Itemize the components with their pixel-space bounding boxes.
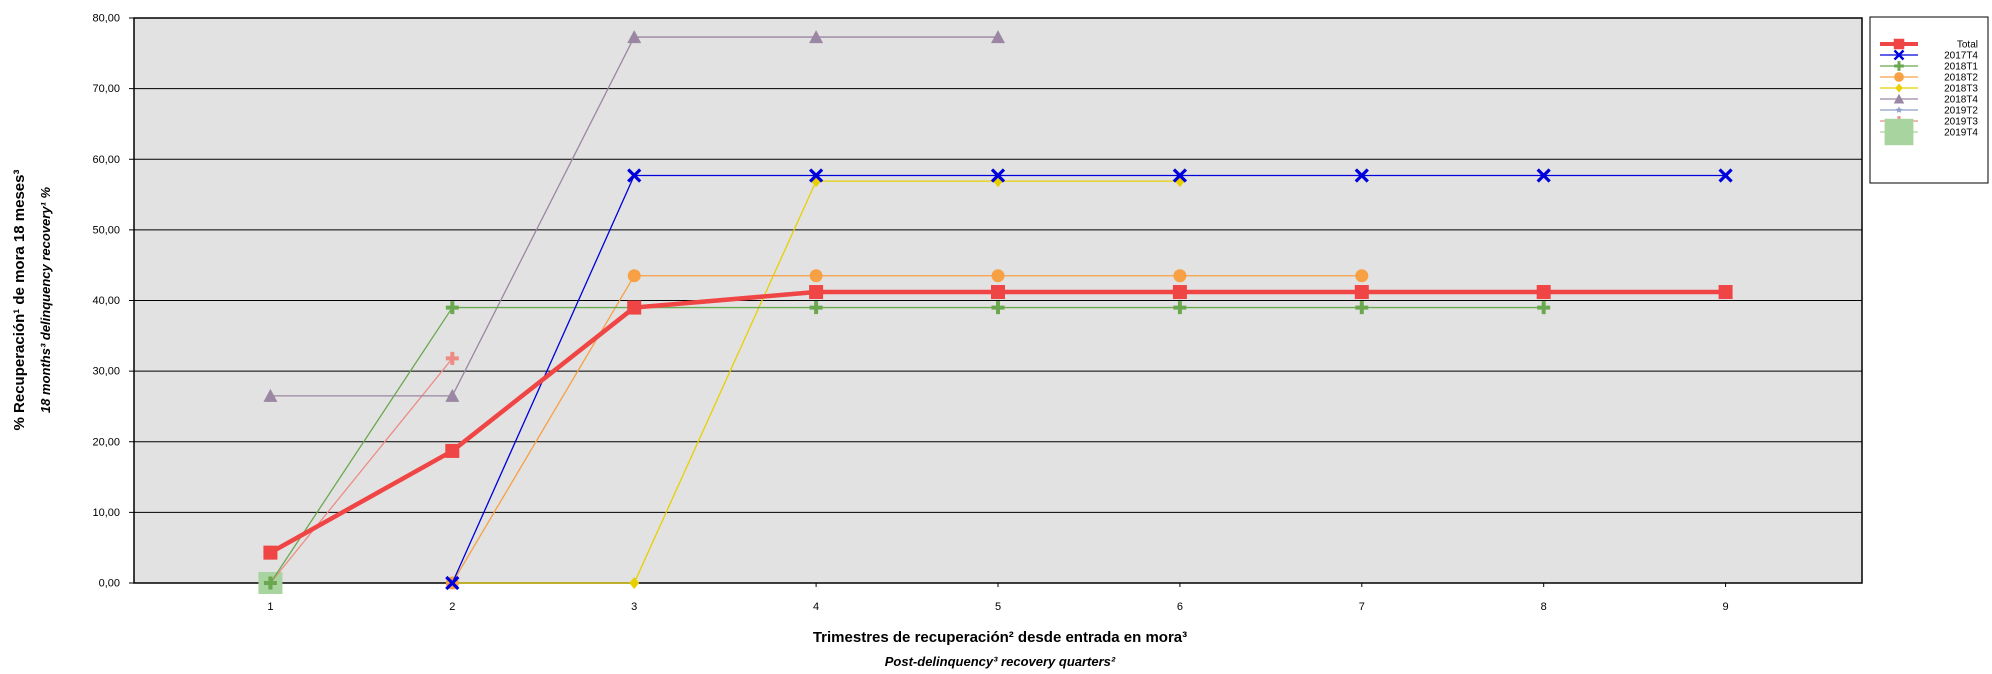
data-point <box>1173 269 1187 283</box>
data-point <box>1884 118 1914 146</box>
data-point <box>445 575 460 591</box>
data-point <box>1893 38 1905 50</box>
legend-item: Total <box>1880 38 1978 51</box>
y-tick-label: 80,00 <box>92 13 120 25</box>
x-axis-subtitle: Post-delinquency³ recovery quarters² <box>885 654 1116 669</box>
y-tick-label: 40,00 <box>92 295 120 307</box>
data-point <box>1895 83 1903 93</box>
data-point <box>1893 93 1905 104</box>
data-point <box>809 285 824 300</box>
data-point <box>1718 285 1733 300</box>
x-tick-labels: 1 2 3 4 5 6 7 8 9 <box>267 583 1729 613</box>
legend-item: 2018T3 <box>1880 83 1978 95</box>
legend-item: 2018T1 <box>1880 61 1978 73</box>
y-tick-label: 0,00 <box>99 578 120 590</box>
series-layer <box>258 30 1733 594</box>
data-point <box>1894 61 1904 71</box>
data-point <box>627 300 642 315</box>
data-point <box>445 443 460 458</box>
x-tick-label: 7 <box>1359 601 1365 613</box>
y-tick-label: 60,00 <box>92 154 120 166</box>
x-tick-label: 9 <box>1723 601 1729 613</box>
data-point <box>1537 301 1551 315</box>
data-point <box>445 351 459 365</box>
series-2017T4 <box>445 168 1733 591</box>
y-tick-labels: 0,00 10,00 20,00 30,00 40,00 50,00 60,00 70,00 8… <box>92 13 120 590</box>
y-axis-subtitle: 18 months³ delinquency recovery¹ % <box>38 186 53 413</box>
data-point <box>991 301 1005 315</box>
data-point <box>1718 168 1733 183</box>
legend-item: 2019T2 <box>1880 106 1978 117</box>
y-tick-label: 70,00 <box>92 83 120 95</box>
data-point <box>990 168 1006 183</box>
data-point <box>991 30 1005 44</box>
legend-item: 2018T4 <box>1880 93 1978 106</box>
legend-label: Total <box>1957 40 1978 51</box>
data-point <box>263 576 277 590</box>
data-point <box>627 168 642 183</box>
x-tick-label: 4 <box>813 601 819 613</box>
series-2018T2 <box>445 269 1369 590</box>
data-point <box>263 545 278 560</box>
legend-item: 2018T2 <box>1880 72 1978 84</box>
x-tick-label: 5 <box>995 601 1001 613</box>
data-point <box>1172 168 1188 183</box>
legend-label: 2019T4 <box>1944 128 1978 139</box>
x-tick-label: 1 <box>267 601 273 613</box>
data-point <box>1355 301 1369 315</box>
legend-label: 2018T3 <box>1944 84 1978 95</box>
data-point <box>1354 285 1369 300</box>
series-line <box>269 306 1544 584</box>
data-point <box>445 301 459 315</box>
data-point <box>1172 285 1187 300</box>
x-tick-label: 3 <box>631 601 637 613</box>
data-point <box>445 388 460 402</box>
x-tick-label: 2 <box>449 601 455 613</box>
data-point <box>1894 72 1904 82</box>
data-point <box>1536 285 1551 300</box>
legend-label: 2018T1 <box>1944 62 1978 73</box>
x-tick-label: 6 <box>1177 601 1183 613</box>
legend-item: 2019T4 <box>1880 118 1978 146</box>
y-tick-label: 10,00 <box>92 507 120 519</box>
data-point <box>1893 49 1905 61</box>
series-2018T4 <box>263 30 1005 402</box>
data-point <box>1895 106 1903 114</box>
data-point <box>263 388 278 402</box>
legend-label: 2018T4 <box>1944 95 1978 106</box>
y-axis-title: % Recuperación¹ de mora 18 meses³ <box>11 170 28 431</box>
data-point <box>809 30 824 44</box>
y-tick-label: 30,00 <box>92 366 120 378</box>
data-point <box>808 168 824 183</box>
data-point <box>1173 301 1187 315</box>
data-point <box>1355 269 1369 283</box>
data-point <box>991 285 1005 300</box>
legend-label: 2018T2 <box>1944 73 1978 84</box>
x-tick-label: 8 <box>1541 601 1547 613</box>
data-point <box>629 577 640 589</box>
y-tick-label: 50,00 <box>92 224 120 236</box>
legend: Total2017T42018T12018T22018T32018T42019T… <box>1880 38 1978 146</box>
y-tick-label: 20,00 <box>92 436 120 448</box>
series-Total <box>263 285 1733 560</box>
data-point <box>627 30 642 44</box>
data-point <box>809 269 823 283</box>
data-point <box>991 269 1005 283</box>
series-line <box>451 174 1726 584</box>
legend-label: 2017T4 <box>1944 51 1978 62</box>
series-line <box>451 275 1362 584</box>
data-point <box>627 269 641 283</box>
legend-label: 2019T3 <box>1944 117 1978 128</box>
x-axis-title: Trimestres de recuperación² desde entrad… <box>813 629 1187 646</box>
legend-item: 2017T4 <box>1880 49 1978 62</box>
grid-lines <box>129 17 1862 584</box>
data-point <box>809 301 823 315</box>
legend-label: 2019T2 <box>1944 106 1978 117</box>
data-point <box>1354 168 1369 183</box>
data-point <box>1536 168 1551 183</box>
